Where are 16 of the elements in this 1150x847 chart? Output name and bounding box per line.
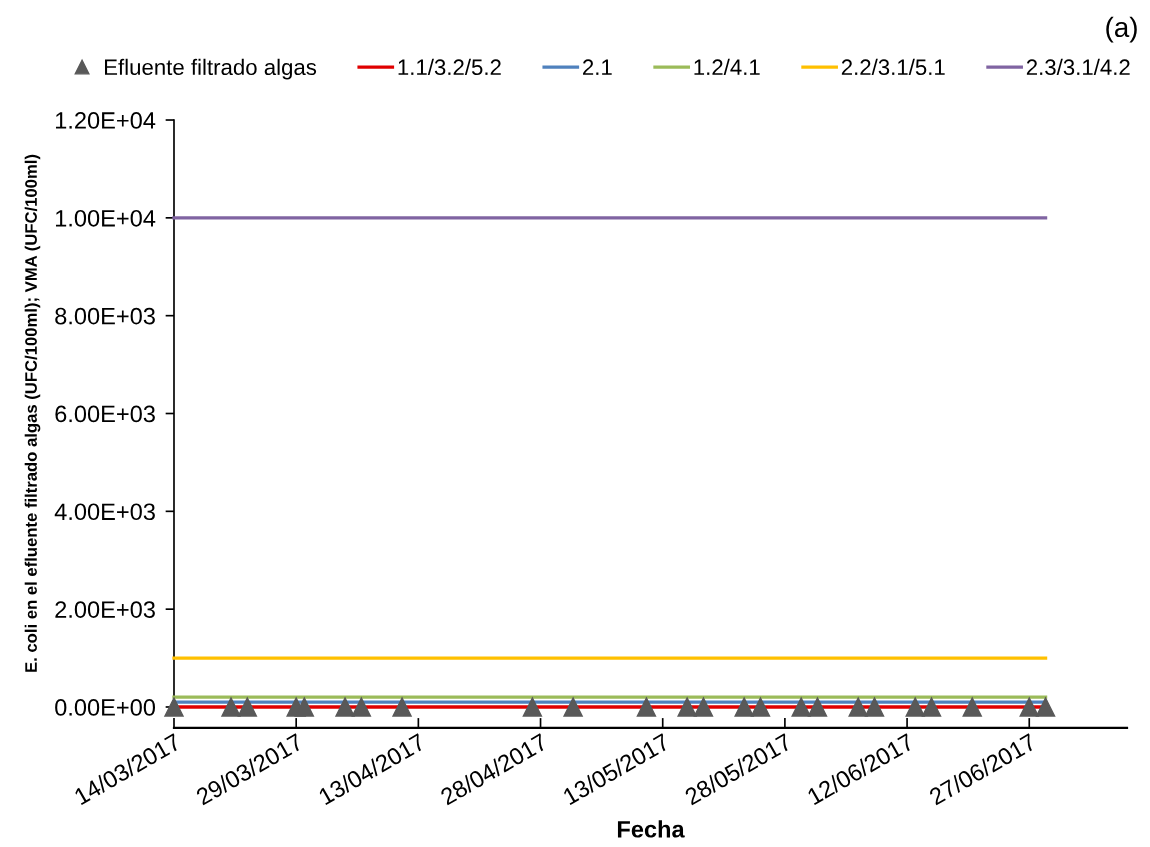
x-axis-title: Fecha bbox=[617, 820, 685, 838]
legend-label: 1.1/3.2/5.2 bbox=[398, 58, 501, 76]
legend-label: 2.2/3.1/5.1 bbox=[841, 58, 945, 76]
y-tick-label: 1.00E+04 bbox=[55, 209, 156, 227]
legend-label: 2.1 bbox=[583, 59, 612, 75]
y-tick-label: 4.00E+03 bbox=[54, 503, 155, 521]
legend-label: Efluente filtrado algas bbox=[105, 58, 317, 80]
y-tick-label: 1.20E+04 bbox=[55, 112, 156, 129]
y-axis-title: E. coli en el efluente filtrado algas (UFC/100ml); VMA (UFC/100ml) bbox=[24, 154, 41, 672]
legend-label: 1.2/4.1 bbox=[694, 58, 760, 76]
y-tick-label: 2.00E+03 bbox=[55, 601, 155, 618]
legend-label: 2.3/3.1/4.2 bbox=[1026, 58, 1130, 76]
y-tick-label: 6.00E+03 bbox=[55, 405, 155, 423]
y-tick-label: 8.00E+03 bbox=[55, 307, 155, 325]
y-tick-label: 0.00E+00 bbox=[55, 699, 156, 716]
text: (a) bbox=[1106, 16, 1137, 43]
